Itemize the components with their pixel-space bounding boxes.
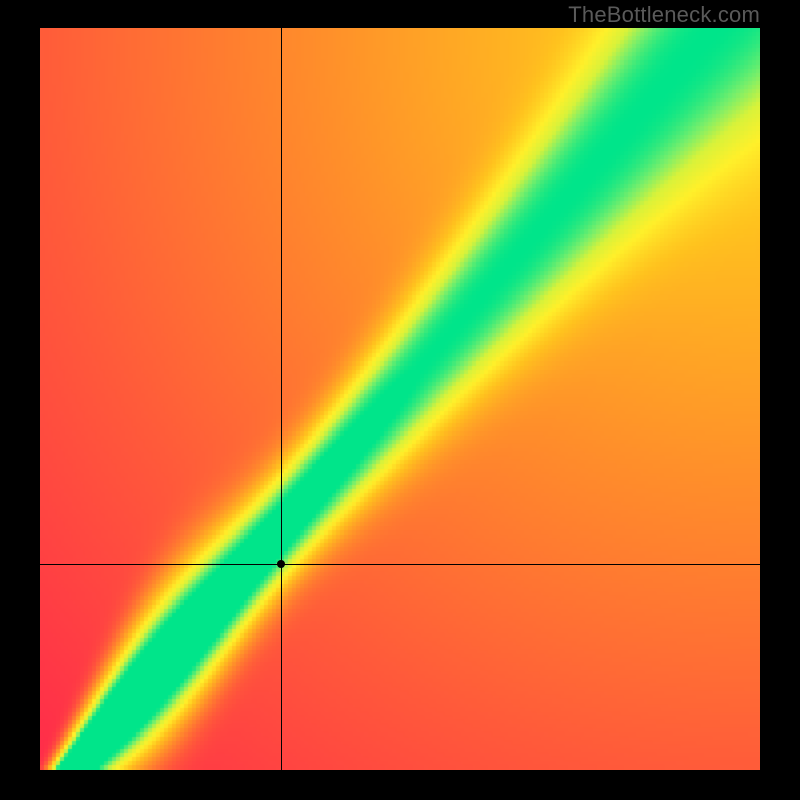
crosshair-vertical xyxy=(281,28,282,770)
bottleneck-heatmap xyxy=(40,28,760,770)
watermark: TheBottleneck.com xyxy=(568,2,760,28)
crosshair-horizontal xyxy=(40,564,760,565)
